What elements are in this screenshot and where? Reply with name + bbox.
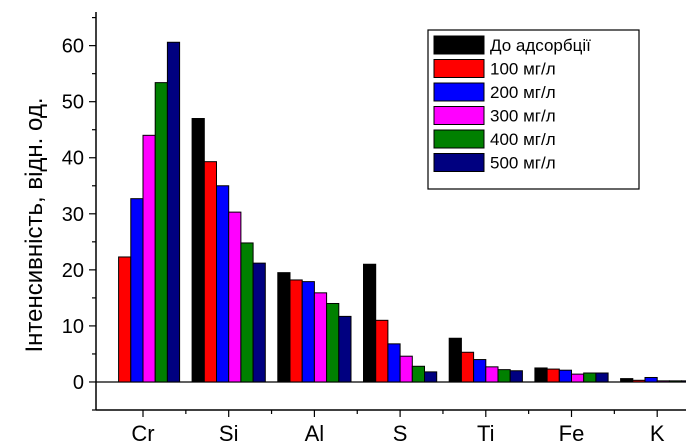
bar <box>154 82 168 383</box>
legend: До адсорбції 100 мг/л 200 мг/л 300 мг/л 400 … <box>427 29 640 190</box>
legend-swatch <box>433 106 485 125</box>
bar <box>595 372 609 383</box>
bar <box>375 319 389 383</box>
bar <box>313 292 328 383</box>
x-category-label: Fe <box>559 421 585 444</box>
bar <box>632 379 646 383</box>
bar <box>277 272 291 383</box>
bar <box>338 315 352 383</box>
y-tick-label: 10 <box>62 316 84 338</box>
bar <box>460 351 475 383</box>
bar <box>289 279 303 383</box>
bar <box>424 371 438 383</box>
bar <box>326 302 340 383</box>
y-tick-label: 30 <box>62 204 84 226</box>
bar <box>485 366 499 383</box>
legend-label: 400 мг/л <box>490 130 556 149</box>
bar <box>473 359 487 383</box>
bar <box>411 365 425 383</box>
y-tick-label: 20 <box>62 260 84 282</box>
bar <box>546 368 560 383</box>
bar <box>363 263 377 383</box>
bar <box>681 380 686 383</box>
bar <box>228 211 242 383</box>
x-category-label: Cr <box>131 421 154 444</box>
legend-swatch <box>433 82 485 102</box>
bar <box>583 372 597 383</box>
y-tick-label: 50 <box>62 92 84 114</box>
bar <box>668 380 683 383</box>
bar <box>118 256 132 383</box>
bar <box>448 337 462 383</box>
bar <box>534 367 548 383</box>
legend-swatch <box>433 35 485 55</box>
y-axis-title: Інтенсивність, відн. од. <box>21 98 48 353</box>
bar <box>130 198 144 383</box>
bar <box>301 281 315 383</box>
legend-label: 500 мг/л <box>490 154 556 173</box>
bars <box>118 41 686 383</box>
bar <box>142 134 156 383</box>
x-category-label: S <box>393 421 408 444</box>
bar <box>399 355 413 383</box>
bar <box>509 370 523 383</box>
legend-swatch <box>433 129 485 149</box>
bar <box>497 369 511 383</box>
legend-label: До адсорбції <box>490 36 591 55</box>
x-category-label: Si <box>219 421 239 444</box>
bar <box>252 262 266 383</box>
legend-swatch <box>433 153 485 172</box>
bar <box>203 161 218 383</box>
bar <box>387 343 401 383</box>
y-tick-label: 0 <box>73 372 84 394</box>
bar <box>620 378 634 383</box>
bar <box>166 41 181 383</box>
x-category-label: Ti <box>477 421 495 444</box>
legend-swatch <box>433 59 485 78</box>
y-tick-label: 60 <box>62 36 84 58</box>
legend-label: 100 мг/л <box>490 60 556 79</box>
bar <box>571 373 585 383</box>
bar <box>240 242 254 383</box>
bar <box>656 380 670 383</box>
legend-label: 200 мг/л <box>490 83 556 102</box>
bar <box>558 369 572 383</box>
bar <box>644 376 658 383</box>
legend-label: 300 мг/л <box>490 107 556 126</box>
x-category-label: Al <box>305 421 325 444</box>
bar <box>216 185 230 383</box>
bar <box>191 118 205 383</box>
y-tick-label: 40 <box>62 148 84 170</box>
x-category-label: K <box>650 421 665 444</box>
